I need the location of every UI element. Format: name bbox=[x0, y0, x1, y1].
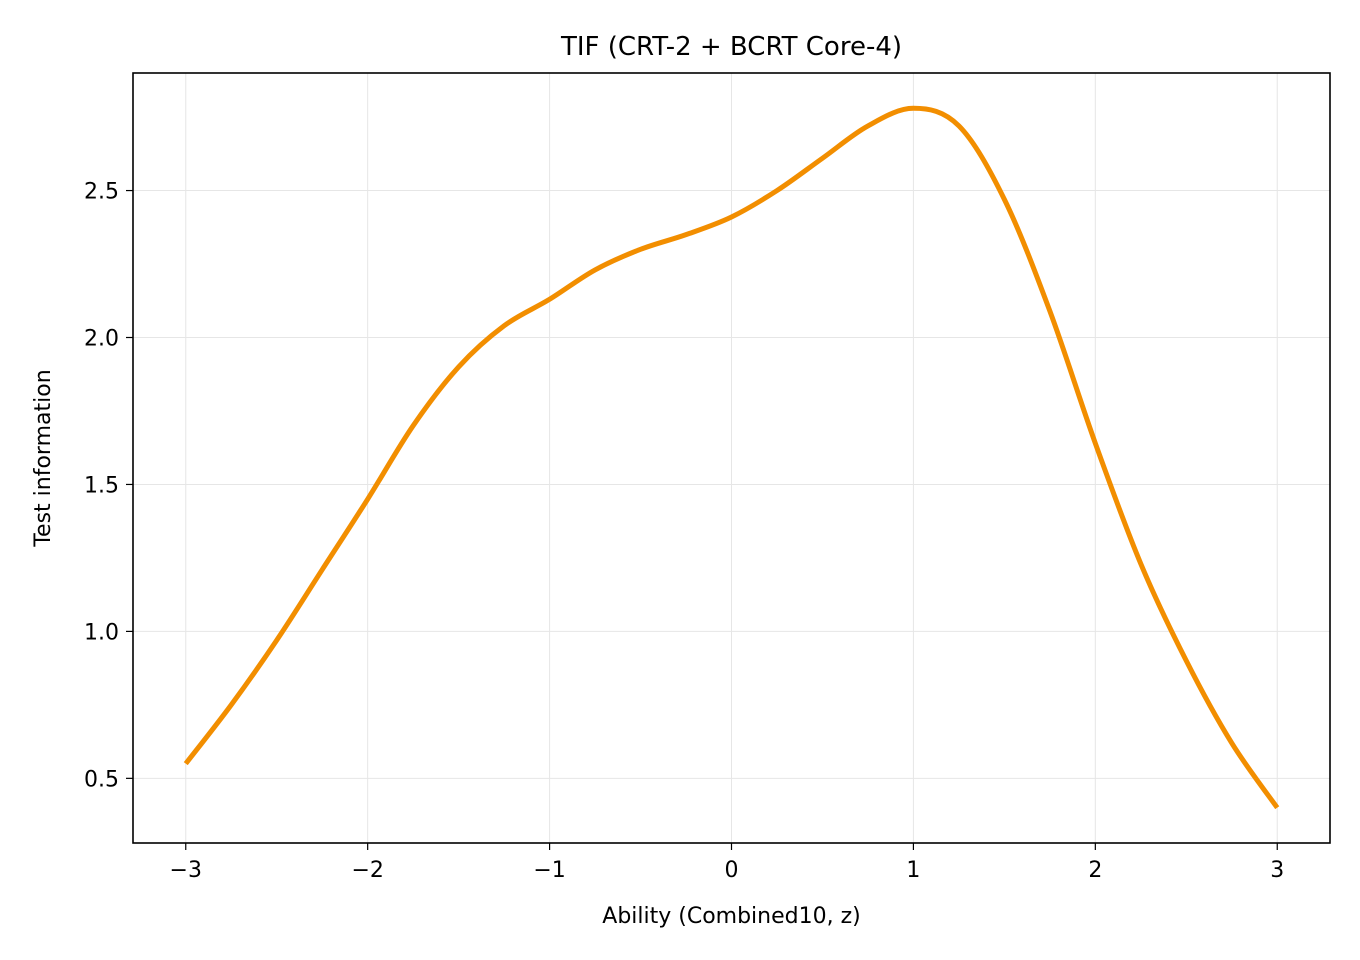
y-tick-label: 2.5 bbox=[84, 180, 119, 205]
chart-title: TIF (CRT-2 + BCRT Core-4) bbox=[560, 32, 902, 62]
x-tick-label: 2 bbox=[1088, 858, 1102, 883]
grid bbox=[133, 73, 1330, 843]
y-axis-ticks: 0.5 1.0 1.5 2.0 2.5 bbox=[84, 180, 133, 792]
series-layer bbox=[183, 105, 1280, 810]
x-axis-title: Ability (Combined10, z) bbox=[602, 904, 860, 929]
x-tick-label: −1 bbox=[533, 858, 565, 883]
x-tick-label: 1 bbox=[906, 858, 920, 883]
x-axis-ticks: −3 −2 −1 0 1 2 3 bbox=[170, 843, 1284, 883]
x-tick-label: −2 bbox=[351, 858, 383, 883]
x-tick-label: 0 bbox=[725, 858, 739, 883]
y-tick-label: 1.0 bbox=[84, 620, 119, 645]
y-axis-title: Test information bbox=[31, 369, 56, 547]
tif-series-line bbox=[183, 105, 1280, 810]
x-tick-label: −3 bbox=[170, 858, 202, 883]
y-tick-label: 1.5 bbox=[84, 473, 119, 498]
x-tick-label: 3 bbox=[1270, 858, 1284, 883]
y-tick-label: 0.5 bbox=[84, 767, 119, 792]
y-tick-label: 2.0 bbox=[84, 327, 119, 352]
